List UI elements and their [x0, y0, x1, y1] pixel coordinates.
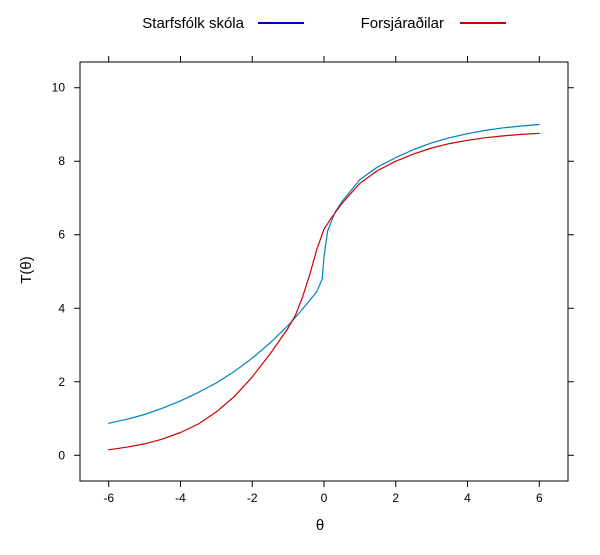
series-line-guardians — [108, 132, 540, 451]
x-tick-label: -4 — [175, 491, 186, 505]
y-tick-label: 6 — [58, 228, 65, 242]
x-tick-label: -2 — [247, 491, 258, 505]
x-tick-label: 4 — [464, 491, 471, 505]
y-axis: 0 2 4 6 8 10 — [52, 81, 574, 462]
legend-label-staff: Starfsfólk skóla — [142, 15, 244, 32]
x-tick-label: 6 — [536, 491, 543, 505]
x-axis: -6 -4 -2 0 2 4 6 — [103, 56, 543, 505]
y-tick-label: 10 — [52, 81, 66, 95]
x-axis-label: θ — [316, 517, 324, 534]
series-layer — [108, 123, 540, 451]
x-tick-label: 2 — [392, 491, 399, 505]
plot-frame — [79, 61, 569, 482]
legend: Starfsfólk skóla Forsjáraðilar — [142, 15, 506, 32]
x-tick-label: -6 — [103, 491, 114, 505]
y-tick-label: 4 — [58, 301, 65, 315]
y-tick-label: 8 — [58, 154, 65, 168]
y-tick-label: 0 — [58, 448, 65, 462]
y-tick-label: 2 — [58, 375, 65, 389]
y-axis-label: T(θ) — [18, 256, 35, 284]
x-tick-label: 0 — [321, 491, 328, 505]
legend-label-guardians: Forsjáraðilar — [361, 15, 444, 32]
series-line-staff — [108, 123, 540, 424]
